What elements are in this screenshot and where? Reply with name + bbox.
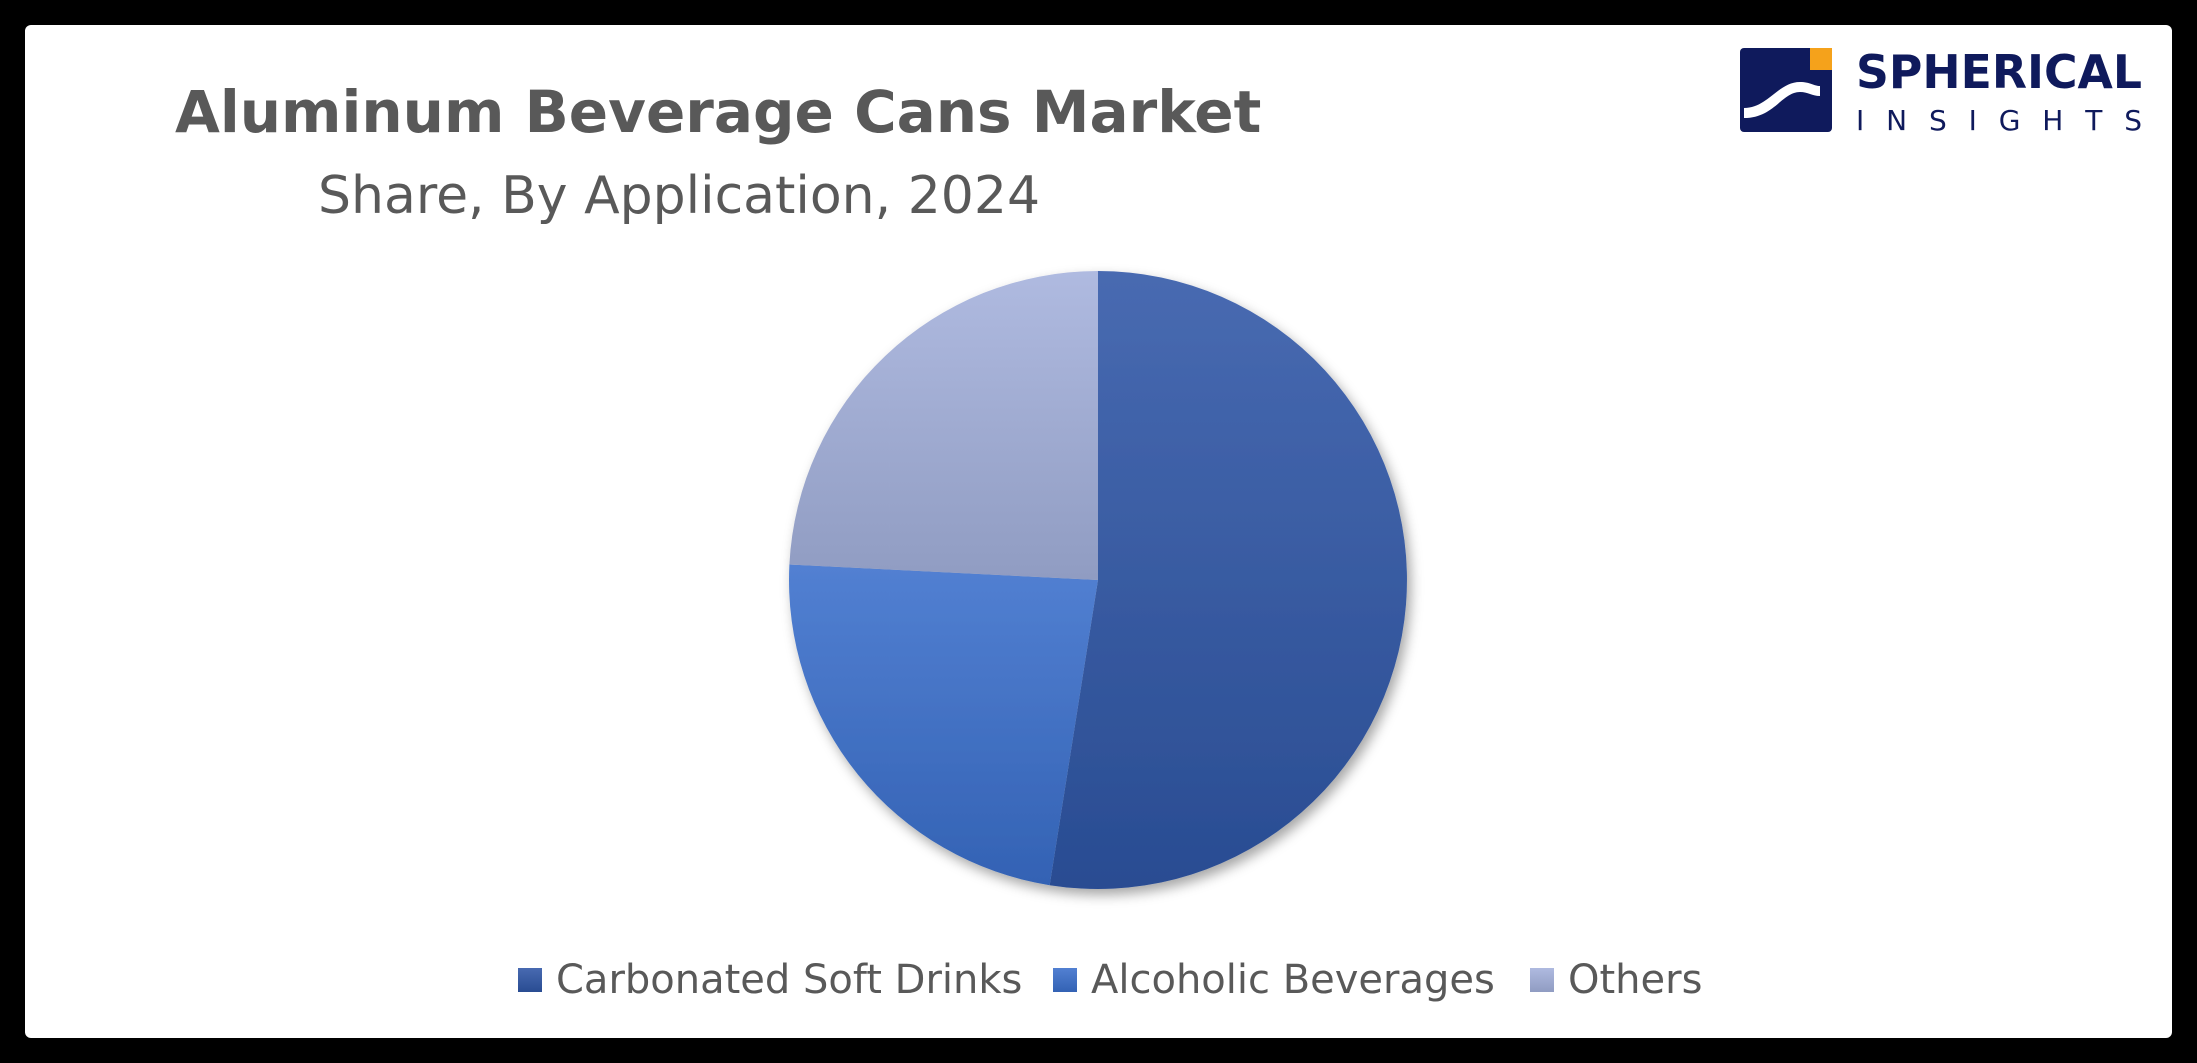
legend-swatch-carbonated-soft-drinks — [518, 968, 542, 992]
pie-slice-alcoholic-beverages — [788, 564, 1098, 886]
logo-text-line2: INSIGHTS — [1856, 104, 2142, 136]
legend-label-carbonated-soft-drinks: Carbonated Soft Drinks — [556, 957, 1023, 1003]
legend-item-others: Others — [1530, 945, 1702, 1015]
chart-title: Aluminum Beverage Cans Market — [175, 78, 1262, 146]
chart-subtitle: Share, By Application, 2024 — [318, 166, 1041, 226]
logo-graphic: SPHERICAL INSIGHTS — [1740, 46, 2142, 136]
spherical-insights-logo: SPHERICAL INSIGHTS — [1738, 46, 2148, 136]
logo-swoosh — [1744, 82, 1820, 118]
legend-item-alcoholic-beverages: Alcoholic Beverages — [1053, 945, 1495, 1015]
chart-legend: Carbonated Soft Drinks Alcoholic Beverage… — [0, 945, 2197, 1015]
legend-swatch-alcoholic-beverages — [1053, 968, 1077, 992]
legend-label-others: Others — [1568, 957, 1703, 1003]
legend-label-alcoholic-beverages: Alcoholic Beverages — [1091, 957, 1495, 1003]
legend-item-carbonated-soft-drinks: Carbonated Soft Drinks — [518, 945, 1022, 1015]
logo-text-line1: SPHERICAL — [1856, 46, 2142, 99]
pie-slice-others — [789, 271, 1098, 580]
pie-slices — [788, 271, 1407, 889]
pie-slice-carbonated-soft-drinks — [1049, 271, 1407, 889]
legend-swatch-others — [1530, 968, 1554, 992]
logo-orange-square — [1810, 48, 1832, 70]
